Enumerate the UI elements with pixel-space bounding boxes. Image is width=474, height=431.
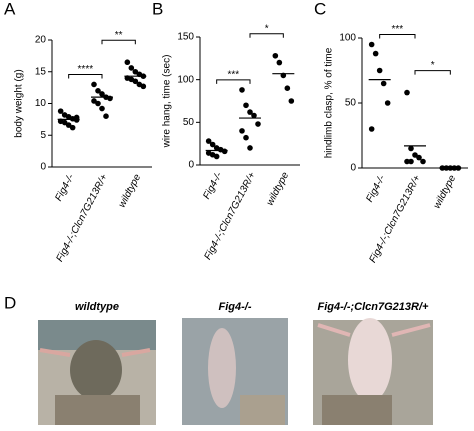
data-point	[205, 138, 212, 144]
data-point	[57, 108, 64, 114]
data-point	[132, 68, 139, 75]
data-point	[376, 67, 383, 74]
data-point	[416, 154, 422, 161]
significance-label: **	[115, 30, 123, 41]
significance-label: *	[431, 60, 435, 71]
data-point	[368, 126, 375, 132]
data-point	[128, 65, 135, 71]
y-tick-label: 100	[339, 33, 356, 44]
panel-letter: B	[152, 0, 163, 18]
data-point	[221, 148, 228, 155]
photo-caption: wildtype	[75, 301, 119, 313]
data-point	[412, 152, 418, 158]
data-point	[213, 153, 220, 160]
significance-label: ****	[78, 64, 94, 75]
data-point	[404, 158, 410, 165]
data-point	[276, 59, 283, 66]
data-point	[65, 122, 72, 128]
significance-bracket	[68, 73, 103, 79]
data-point	[239, 128, 245, 134]
y-tick-label: 50	[345, 98, 357, 109]
photo-wildtype	[38, 320, 156, 425]
data-point	[408, 158, 414, 165]
data-point	[91, 81, 97, 88]
data-point	[132, 78, 139, 85]
data-point	[209, 141, 216, 148]
panel-letter: A	[4, 0, 16, 18]
data-point	[239, 87, 245, 93]
photo-caption: Fig4-/-	[219, 301, 252, 313]
data-point	[247, 145, 253, 151]
significance-bracket	[414, 70, 451, 75]
data-point	[69, 124, 76, 131]
data-point	[255, 121, 261, 127]
photo-fig4	[182, 318, 288, 425]
data-point	[372, 50, 379, 57]
data-point	[408, 145, 414, 152]
photo-caption: Fig4-/-;Clcn7G213R/+	[318, 301, 430, 313]
y-axis-title: wire hang, time (sec)	[162, 55, 173, 149]
data-point	[124, 59, 131, 66]
data-point	[272, 52, 279, 59]
data-point	[243, 134, 249, 141]
significance-bracket	[379, 34, 416, 39]
x-tick-label: Fig4-/-	[364, 173, 388, 204]
data-point	[99, 105, 105, 112]
y-tick-label: 10	[35, 98, 47, 109]
data-point	[95, 100, 101, 107]
x-tick-label: Fig4-/-	[201, 170, 225, 201]
significance-bracket	[249, 33, 284, 38]
x-tick-label: wildtype	[265, 170, 292, 207]
significance-bracket	[216, 79, 251, 84]
data-point	[420, 158, 426, 165]
significance-bracket	[101, 39, 136, 45]
photo-double-mutant	[313, 318, 433, 425]
data-point	[61, 119, 68, 126]
data-point	[284, 85, 291, 91]
data-point	[243, 102, 249, 109]
data-point	[251, 112, 257, 119]
y-tick-label: 15	[35, 66, 47, 77]
panel-letter: D	[4, 293, 16, 312]
y-axis-title: hindlimb clasp, % of time	[324, 47, 335, 158]
y-tick-label: 150	[177, 32, 194, 43]
data-point	[288, 98, 295, 104]
data-point	[140, 83, 147, 90]
y-tick-label: 50	[183, 117, 195, 128]
significance-label: *	[265, 23, 269, 34]
significance-label: ***	[227, 70, 239, 81]
significance-label: ***	[391, 24, 403, 35]
data-point	[247, 109, 253, 115]
data-point	[91, 98, 97, 104]
y-tick-label: 0	[188, 160, 194, 171]
data-point	[103, 113, 109, 119]
data-point	[107, 95, 113, 102]
y-tick-label: 0	[40, 162, 46, 173]
x-tick-label: wildtype	[117, 172, 144, 209]
data-point	[404, 89, 410, 96]
data-point	[95, 88, 101, 94]
data-point	[368, 41, 375, 48]
y-tick-label: 5	[40, 130, 46, 141]
y-tick-label: 100	[177, 74, 194, 85]
y-axis-title: body weight (g)	[14, 69, 25, 137]
y-tick-label: 20	[35, 35, 47, 46]
data-point	[384, 100, 391, 106]
panel-letter: C	[314, 0, 326, 18]
x-tick-label: wildtype	[432, 173, 459, 210]
data-point	[99, 91, 105, 97]
y-tick-label: 0	[350, 163, 356, 174]
x-tick-label: Fig4-/-	[53, 172, 77, 203]
data-point	[380, 80, 387, 87]
